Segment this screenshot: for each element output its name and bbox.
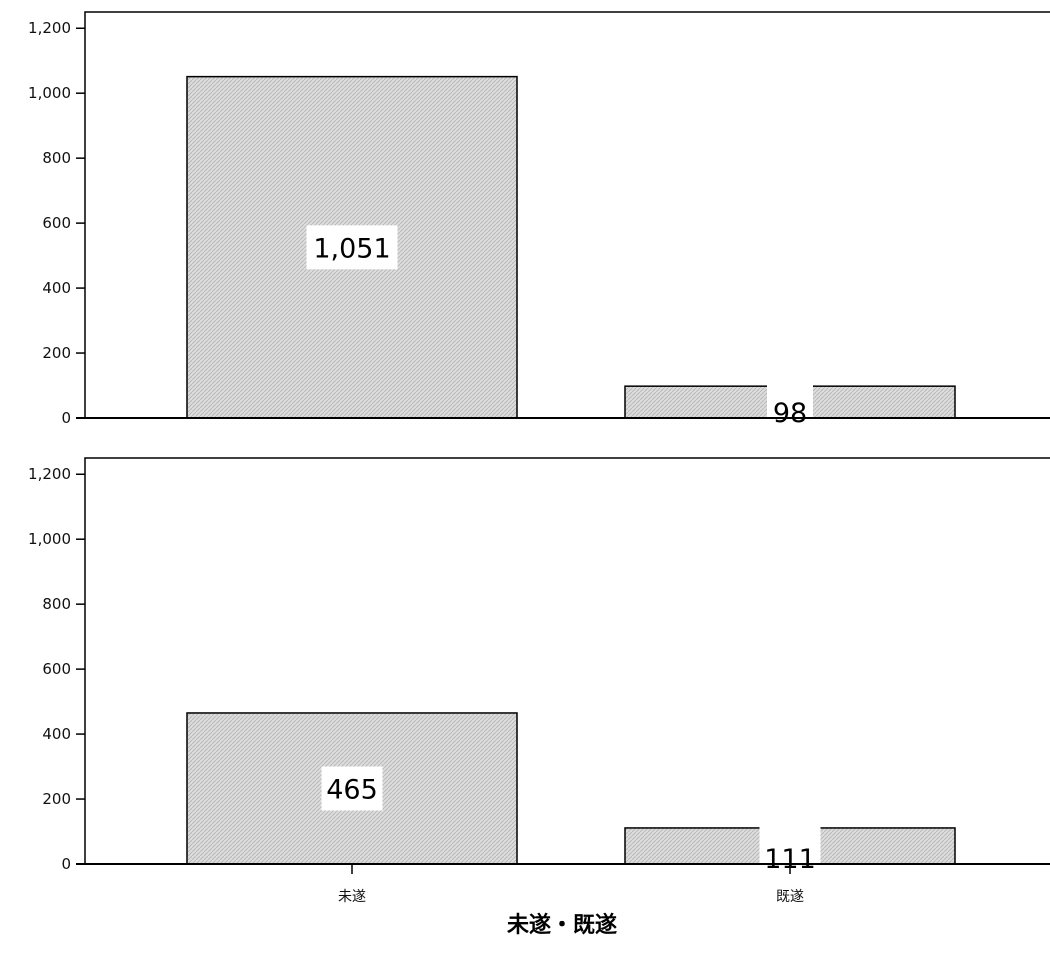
y-tick-label: 200 [42, 790, 71, 808]
x-axis: 未遂 既遂 [338, 864, 804, 905]
bars [186, 712, 956, 865]
y-tick-label: 0 [61, 409, 71, 427]
y-tick-label: 800 [42, 595, 71, 613]
y-tick-label: 1,200 [28, 465, 71, 483]
data-label: 1,051 [313, 233, 390, 264]
y-tick-label: 0 [61, 855, 71, 873]
y-tick-label: 400 [42, 725, 71, 743]
y-tick-label: 400 [42, 279, 71, 297]
y-tick-label: 1,000 [28, 530, 71, 548]
data-label: 465 [326, 774, 378, 805]
y-tick-label: 200 [42, 344, 71, 362]
y-tick-label: 1,000 [28, 84, 71, 102]
y-axis: 0 200 400 600 800 1,000 1,200 [28, 465, 85, 873]
y-tick-label: 600 [42, 660, 71, 678]
chart-panel-top: 0 200 400 600 800 1,000 1,200 1,051 98 [28, 11, 1050, 429]
y-tick-label: 600 [42, 214, 71, 232]
data-label-box [759, 824, 821, 868]
data-label-box [321, 766, 383, 811]
y-tick-label: 1,200 [28, 19, 71, 37]
data-label: 98 [773, 398, 807, 429]
data-label-box [306, 225, 398, 270]
x-tick-label: 未遂 [338, 889, 366, 905]
data-label-box [767, 378, 813, 422]
y-tick-label: 800 [42, 149, 71, 167]
data-labels: 1,051 98 [306, 225, 813, 429]
x-tick-label: 既遂 [776, 889, 804, 905]
y-axis: 0 200 400 600 800 1,000 1,200 [28, 19, 85, 427]
bars [186, 75, 956, 419]
x-axis-title: 未遂・既遂 [507, 912, 617, 938]
